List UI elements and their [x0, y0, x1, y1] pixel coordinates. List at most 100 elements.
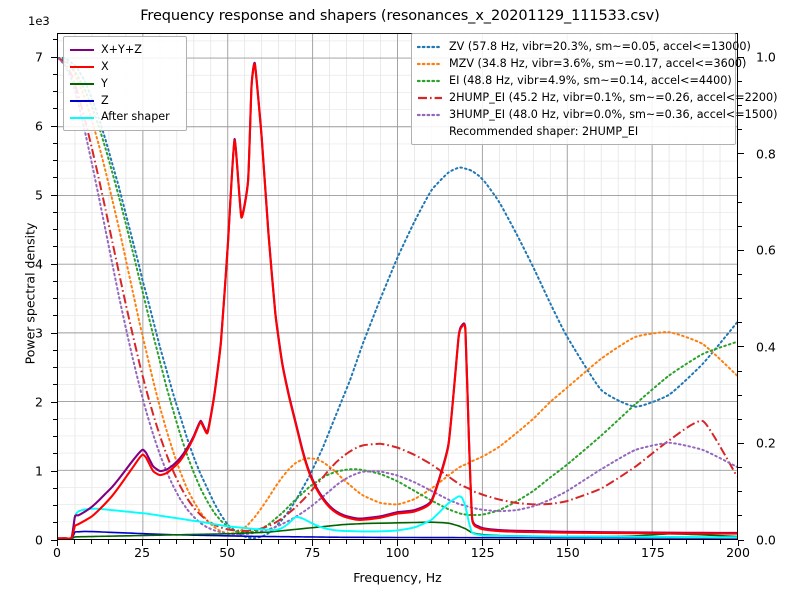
y-axis-left-tickmark: [51, 263, 57, 265]
y-axis-right-tickmark: [738, 346, 744, 348]
legend-line-sample-icon: [417, 41, 443, 53]
y-axis-left-tickmark: [51, 470, 57, 472]
y-axis-left-minor-tickmark: [53, 436, 57, 438]
x-axis-minor-tickmark: [294, 540, 296, 544]
y-axis-left-tickmark: [51, 332, 57, 334]
y-axis-right-tickmark: [738, 442, 744, 444]
curve-mzv: [58, 57, 737, 535]
y-axis-left-tick: 1: [35, 463, 43, 479]
legend-item-ei[interactable]: EI (48.8 Hz, vibr=4.9%, sm~=0.14, accel<…: [417, 72, 732, 89]
x-axis-tick: 50: [219, 545, 236, 560]
legend-item-x-y-z[interactable]: X+Y+Z: [69, 41, 180, 58]
y-axis-left-minor-tickmark: [53, 73, 57, 75]
legend-line-sample-icon: [69, 44, 95, 56]
legend-line-sample-icon: [69, 61, 95, 73]
y-axis-exponent-label: 1e3: [28, 14, 50, 28]
x-axis-minor-tickmark: [584, 540, 586, 544]
legend-item-z[interactable]: Z: [69, 92, 180, 109]
legend-item-mzv[interactable]: MZV (34.8 Hz, vibr=3.6%, sm~=0.17, accel…: [417, 55, 746, 72]
y-axis-left-tick: 5: [35, 187, 43, 203]
x-axis-tickmark: [482, 540, 484, 546]
y-axis-right-minor-tickmark: [738, 201, 742, 203]
y-axis-left-minor-tickmark: [53, 505, 57, 506]
legend-line-sample-icon: [417, 75, 443, 87]
y-axis-left-minor-tickmark: [53, 487, 57, 489]
legend-signals: X+Y+Z X Y Z After shaper: [63, 36, 187, 131]
x-axis-tick: 125: [470, 545, 495, 560]
legend-item-zv[interactable]: ZV (57.8 Hz, vibr=20.3%, sm~=0.05, accel…: [417, 38, 751, 55]
x-axis-minor-tickmark: [635, 540, 637, 544]
x-axis-minor-tickmark: [465, 540, 467, 544]
y-axis-right-tick: 0.6: [756, 242, 776, 258]
legend-item-x[interactable]: X: [69, 58, 180, 75]
y-axis-right-minor-tickmark: [738, 273, 742, 275]
curve-ei: [58, 57, 737, 534]
y-axis-right-minor-tickmark: [738, 177, 742, 179]
y-axis-left-minor-tickmark: [53, 298, 57, 300]
x-axis-minor-tickmark: [73, 540, 75, 544]
x-axis-tickmark: [737, 540, 739, 546]
y-axis-left-minor-tickmark: [53, 349, 57, 351]
legend-item-label: 2HUMP_EI (45.2 Hz, vibr=0.1%, sm~=0.26, …: [449, 90, 778, 104]
y-axis-left-minor-tickmark: [53, 91, 57, 93]
x-axis-minor-tickmark: [328, 540, 330, 544]
y-axis-left-tickmark: [51, 401, 57, 403]
curve-z: [58, 530, 737, 539]
x-axis-minor-tickmark: [90, 540, 92, 544]
y-axis-right-tickmark: [738, 249, 744, 251]
y-axis-left-minor-tickmark: [53, 39, 57, 41]
x-axis-tickmark: [141, 540, 143, 546]
legend-line-sample-icon: [417, 92, 443, 104]
x-axis-minor-tickmark: [362, 540, 364, 544]
y-axis-left-minor-tickmark: [53, 280, 57, 282]
legend-item-y[interactable]: Y: [69, 75, 180, 92]
x-axis-tick: 200: [726, 545, 750, 560]
y-axis-right-ticklabels: 0.0 0.2 0.4 0.6 0.8 1.0: [742, 0, 798, 600]
x-axis-title: Frequency, Hz: [353, 570, 442, 585]
y-axis-left-minor-tickmark: [53, 142, 57, 144]
x-axis-tickmark: [311, 540, 313, 546]
y-axis-right-minor-tickmark: [738, 129, 742, 131]
y-axis-left-minor-tickmark: [53, 108, 57, 110]
x-axis-minor-tickmark: [601, 540, 603, 544]
y-axis-left-minor-tickmark: [53, 384, 57, 386]
legend-item-label: Z: [101, 93, 109, 107]
y-axis-right-minor-tickmark: [738, 467, 742, 469]
legend-item-label: X: [101, 59, 109, 73]
y-axis-left-minor-tickmark: [53, 211, 57, 213]
x-axis-minor-tickmark: [686, 540, 688, 544]
y-axis-right-tick: 0.4: [756, 339, 776, 355]
legend-item-label: Y: [101, 76, 108, 90]
y-axis-left-minor-tickmark: [53, 522, 57, 524]
legend-line-sample-icon: [417, 58, 443, 70]
y-axis-left-minor-tickmark: [53, 453, 57, 455]
y-axis-left-tickmark: [51, 194, 57, 196]
y-axis-right-tick: 0.8: [756, 146, 776, 162]
y-axis-left-ticklabels: 0 1 2 3 4 5 6 7: [0, 0, 50, 600]
legend-item-3hump-ei[interactable]: 3HUMP_EI (48.0 Hz, vibr=0.0%, sm~=0.36, …: [417, 106, 777, 123]
x-axis-minor-tickmark: [720, 540, 722, 544]
legend-item-after-shaper[interactable]: After shaper: [69, 109, 180, 126]
y-axis-right-tick: 0.2: [756, 435, 776, 451]
y-axis-right-tickmark: [738, 56, 744, 58]
y-axis-left-title: Power spectral density: [22, 222, 38, 365]
x-axis-minor-tickmark: [345, 540, 347, 544]
y-axis-right-minor-tickmark: [738, 104, 742, 106]
y-axis-right-minor-tickmark: [738, 225, 742, 227]
x-axis-minor-tickmark: [175, 540, 177, 544]
page-title: Frequency response and shapers (resonanc…: [140, 8, 660, 24]
data-curves: [58, 56, 737, 539]
y-axis-left-minor-tickmark: [53, 177, 57, 179]
y-axis-right-minor-tickmark: [738, 322, 742, 324]
curve-after-shaper: [58, 495, 737, 539]
x-axis-minor-tickmark: [618, 540, 620, 544]
y-axis-left-tick: 6: [35, 118, 43, 134]
x-axis-minor-tickmark: [260, 540, 262, 544]
legend-shapers: ZV (57.8 Hz, vibr=20.3%, sm~=0.05, accel…: [411, 33, 777, 145]
x-axis-tickmark: [397, 540, 398, 546]
legend-item-2hump-ei[interactable]: 2HUMP_EI (45.2 Hz, vibr=0.1%, sm~=0.26, …: [417, 89, 777, 106]
legend-line-sample-icon: [417, 109, 443, 121]
y-axis-left-minor-tickmark: [53, 229, 57, 231]
y-axis-left-tickmark: [51, 125, 57, 127]
x-axis-minor-tickmark: [209, 540, 211, 544]
